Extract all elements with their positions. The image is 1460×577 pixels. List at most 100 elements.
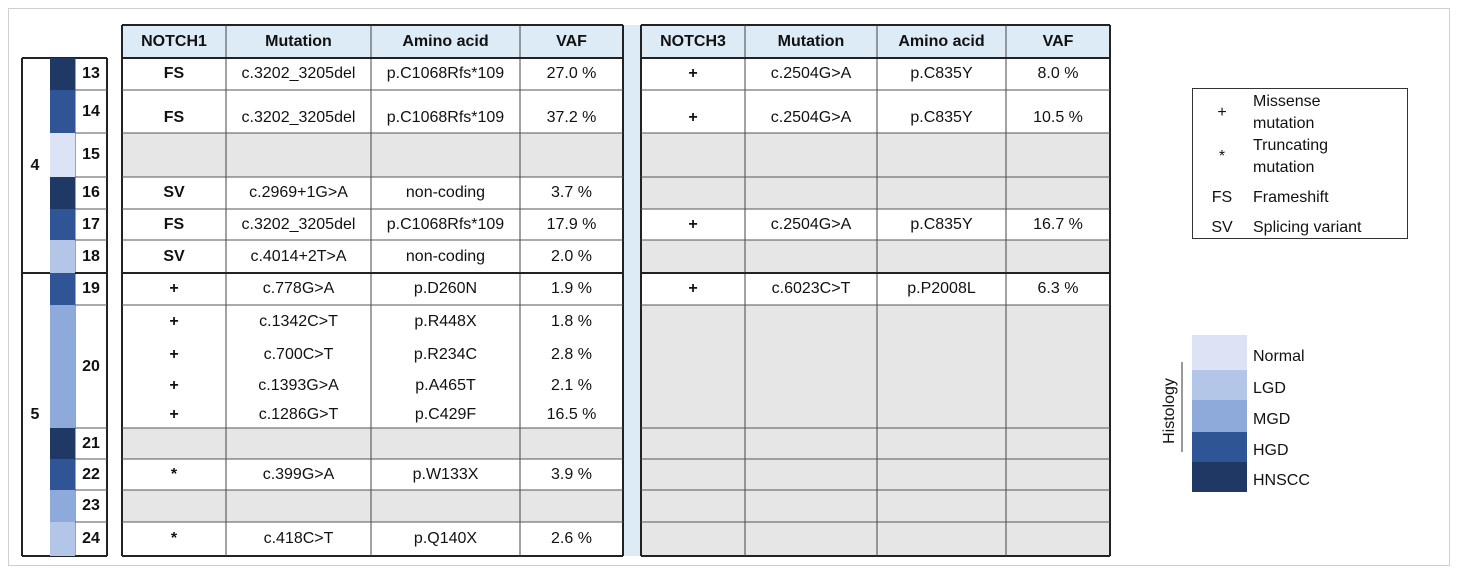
notch1-cell: FS [163,215,185,233]
notch1-cell: c.399G>A [262,465,335,483]
notch3-empty-row [641,522,1110,556]
legend-text: Truncating mutation [1253,135,1328,178]
notch3-header-cell: Mutation [777,32,845,50]
notch1-cell: p.Q140X [413,530,478,547]
histology-label: HNSCC [1253,472,1310,489]
notch3-cell: c.2504G>A [770,65,852,82]
notch1-cell: p.D260N [413,280,478,297]
sample-id: 19 [82,280,100,297]
notch3-cell: p.C835Y [910,65,973,82]
notch1-cell: * [170,530,178,547]
notch1-header-cell: Mutation [265,32,332,50]
notch1-cell: c.1286G>T [258,405,339,423]
sample-id: 21 [82,434,100,452]
notch3-empty-row [641,490,1110,522]
histology-cell [50,240,75,273]
legend-symbol: SV [1211,218,1233,236]
notch1-cell: 2.8 % [551,345,592,363]
notch3-cell: c.6023C>T [771,280,851,297]
notch3-empty-row [641,305,1110,428]
notch3-cell: 16.7 % [1033,215,1083,233]
notch3-empty-row [641,240,1110,273]
notch1-header-cell: NOTCH1 [141,32,207,50]
notch1-cell: p.C1068Rfs*109 [386,65,505,82]
histology-cell [50,490,75,522]
legend-text-line: mutation [1253,114,1315,132]
notch1-empty-row [122,133,623,177]
notch1-cell: 16.5 % [546,405,597,423]
notch1-cell: + [169,345,179,363]
notch1-cell: + [169,405,179,423]
notch1-cell: 2.1 % [551,376,592,394]
notch1-empty-row [122,490,623,522]
sample-id: 20 [82,357,100,375]
histology-label: HGD [1253,442,1289,459]
histology-label: LGD [1253,380,1286,397]
sample-id: 22 [82,465,100,483]
notch1-cell: c.2969+1G>A [249,184,348,201]
notch3-header-bg [641,25,1110,58]
notch3-cell: + [688,280,698,297]
notch1-cell: p.W133X [412,465,479,483]
notch1-header-cell: Amino acid [402,32,489,50]
notch1-cell: SV [163,184,185,201]
histology-cell [50,58,75,90]
notch3-header-cell: Amino acid [898,32,985,50]
legend-text-line: mutation [1253,158,1315,176]
notch1-cell: non-coding [405,247,486,265]
notch1-cell: 1.8 % [551,313,592,330]
notch3-cell: p.C835Y [910,109,973,126]
histology-title: Histology [1161,378,1178,444]
notch3-cell: p.P2008L [907,280,976,297]
notch1-cell: 27.0 % [546,65,597,82]
notch3-cell: 10.5 % [1033,109,1083,126]
legend-text-line: Missense [1253,92,1321,110]
histology-swatch [1192,432,1247,462]
legend-text: Splicing variant [1253,215,1362,240]
notch1-cell: c.1342C>T [259,313,338,330]
histology-cell [50,273,75,305]
notch1-cell: c.700C>T [263,345,334,363]
notch1-cell: FS [163,109,185,126]
notch1-cell: 3.9 % [551,465,592,483]
sample-id: 16 [82,184,100,201]
notch1-cell: SV [163,247,185,265]
legend-text-line: Frameshift [1253,189,1329,206]
notch1-cell: c.3202_3205del [241,65,356,82]
legend-text-line: Truncating [1253,136,1328,154]
notch1-cell: c.4014+2T>A [250,247,347,265]
notch3-cell: c.2504G>A [770,109,852,126]
notch1-cell: p.R448X [414,313,477,330]
histology-cell [50,90,75,133]
notch1-cell: p.A465T [415,376,476,394]
legend-symbol: FS [1211,189,1233,206]
notch3-cell: + [688,215,698,233]
legend-text: Missense mutation [1253,92,1321,133]
notch1-header-cell: VAF [556,32,587,50]
notch3-empty-row [641,177,1110,209]
notch1-cell: non-coding [405,184,486,201]
histology-cell [50,305,75,428]
notch1-cell: 3.7 % [551,184,592,201]
histology-cell [50,133,75,177]
legend-text: Frameshift [1253,184,1329,212]
notch3-cell: + [688,109,698,126]
notch3-cell: p.C835Y [910,215,973,233]
notch3-empty-row [641,133,1110,177]
figure-frame [8,8,1450,566]
histology-cell [50,209,75,240]
notch1-cell: + [169,376,179,394]
sample-id: 17 [82,215,100,233]
notch1-cell: c.3202_3205del [241,215,356,233]
histology-cell [50,522,75,556]
notch1-cell: c.418C>T [263,530,334,547]
sample-id: 23 [82,497,100,514]
patient-label: 4 [30,156,40,174]
notch3-cell: + [688,65,698,82]
histology-label: MGD [1253,411,1291,428]
notch3-cell: 8.0 % [1037,65,1079,82]
legend-text-line: Splicing variant [1253,218,1362,236]
notch1-cell: p.C1068Rfs*109 [386,109,505,126]
notch1-cell: 2.0 % [551,247,592,265]
notch3-empty-row [641,459,1110,490]
